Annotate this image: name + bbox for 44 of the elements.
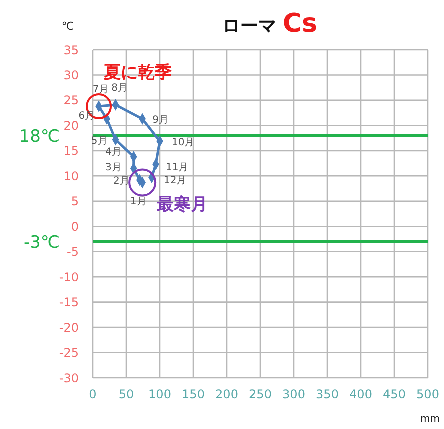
y-tick-label: -25 xyxy=(59,346,79,360)
annotation: 10月 xyxy=(172,137,195,148)
y-tick-label: 15 xyxy=(64,144,79,158)
annotation: 最寒月 xyxy=(156,195,208,215)
x-tick-label: 200 xyxy=(216,388,238,402)
x-tick-label: 400 xyxy=(350,388,372,402)
x-tick-label: 250 xyxy=(249,388,272,402)
x-axis-title: mm xyxy=(420,414,440,425)
y-tick-label: 10 xyxy=(64,169,79,184)
annotation: 5月 xyxy=(91,136,108,147)
x-tick-label: 300 xyxy=(282,388,306,402)
x-tick-label: 350 xyxy=(316,388,339,402)
x-tick-label: 0 xyxy=(89,388,97,402)
x-tick-label: 500 xyxy=(416,388,440,402)
y-tick-label: -15 xyxy=(59,296,79,310)
x-tick-label: 50 xyxy=(118,388,134,402)
annotation: 6月 xyxy=(78,111,96,122)
annotation: 8月 xyxy=(112,83,128,94)
annotation: 7月 xyxy=(92,84,110,96)
ref-line-label: 18℃ xyxy=(19,126,60,147)
y-tick-label: 5 xyxy=(71,194,79,209)
y-tick-label: 30 xyxy=(64,68,79,82)
y-tick-label: -10 xyxy=(59,270,79,284)
x-tick-label: 100 xyxy=(148,388,172,402)
annotation: 12月 xyxy=(164,176,187,187)
y-tick-label: -5 xyxy=(67,245,79,260)
annotation: 1月 xyxy=(130,196,147,208)
y-tick-label: -30 xyxy=(59,371,79,386)
ref-line-label: -3℃ xyxy=(24,232,60,253)
y-tick-label: 35 xyxy=(64,43,79,58)
y-tick-label: 20 xyxy=(64,118,79,133)
y-tick-label: -20 xyxy=(59,320,79,335)
annotation: 2月 xyxy=(114,176,130,188)
annotation: 9月 xyxy=(152,115,169,126)
y-tick-label: 25 xyxy=(64,94,79,108)
annotation: 夏に乾季 xyxy=(103,63,172,83)
x-tick-label: 450 xyxy=(383,388,406,402)
annotation: 4月 xyxy=(105,146,122,158)
y-axis-title: ℃ xyxy=(62,20,74,33)
x-tick-label: 150 xyxy=(182,388,205,402)
chart-title: ローマ Cs xyxy=(222,9,318,39)
annotation: 11月 xyxy=(166,162,189,174)
y-tick-label: 0 xyxy=(71,220,79,234)
annotation: 3月 xyxy=(105,162,122,174)
